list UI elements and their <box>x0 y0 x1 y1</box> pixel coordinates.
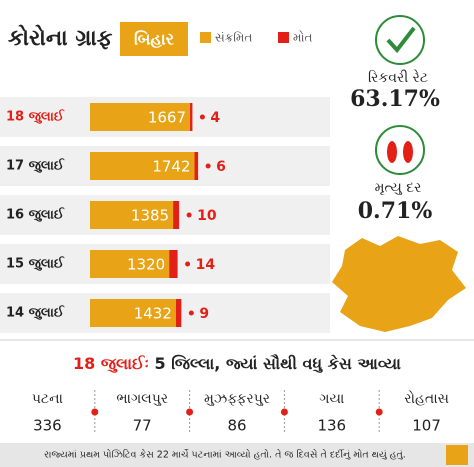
district-name: રોહતાસ <box>404 390 449 407</box>
bar <box>90 152 195 180</box>
bar <box>90 201 174 229</box>
districts-heading: 5 જિલ્લા, જ્યાં સૌથી વધુ કેસ આવ્યા <box>149 352 401 373</box>
chart-title: કોરોના ગ્રાફ <box>8 24 113 51</box>
bar <box>190 103 193 131</box>
category-label: 17 જુલાઈ <box>6 157 65 174</box>
bar <box>169 250 178 278</box>
separator-dot <box>375 408 383 416</box>
footer-bar <box>0 443 474 467</box>
state-badge <box>120 22 188 56</box>
category-label: 14 જુલાઈ <box>6 304 65 321</box>
category-label: 18 જુલાઈ <box>6 108 65 125</box>
value-label: 10 <box>197 208 217 224</box>
legend-label: સંક્રમિત <box>215 31 252 45</box>
district-cases: 107 <box>412 417 441 435</box>
districts-date: 18 જુલાઈઃ <box>73 354 149 374</box>
district-name: ગયા <box>319 391 344 407</box>
bar <box>90 299 176 327</box>
death-dot <box>186 212 192 218</box>
state-name: બિહાર <box>134 30 175 49</box>
feet-circle <box>375 125 425 175</box>
bar <box>175 299 182 327</box>
district-name: મુઝફ્ફરપુર <box>204 391 270 407</box>
value-label: 9 <box>199 306 209 322</box>
value-label: 1667 <box>148 109 186 127</box>
bar <box>90 250 170 278</box>
state-map <box>332 236 466 332</box>
value-label: 1432 <box>134 305 172 323</box>
foot-icon <box>387 141 397 163</box>
district-cases: 136 <box>317 417 346 435</box>
death-dot <box>199 114 205 120</box>
value-label: 6 <box>216 159 226 175</box>
separator-dot <box>91 408 99 416</box>
district-name: પટના <box>32 391 63 407</box>
check-circle <box>375 15 425 65</box>
stat-label: રિકવરી રેટ <box>368 69 428 86</box>
legend-swatch <box>200 32 211 43</box>
value-label: 1385 <box>131 207 169 225</box>
stat-value: 0.71% <box>358 198 433 224</box>
death-dot <box>205 163 211 169</box>
bar <box>194 152 199 180</box>
district-cases: 77 <box>133 417 152 435</box>
legend-swatch <box>278 32 289 43</box>
separator-dot <box>186 408 194 416</box>
footer-text: રાજ્યમાં પ્રથમ પોઝિટિવ કેસ 22 માર્ચે પટન… <box>44 447 406 460</box>
logo <box>446 445 468 465</box>
check-icon <box>386 26 416 54</box>
bar <box>173 201 180 229</box>
death-dot <box>188 310 194 316</box>
death-dot <box>185 261 191 267</box>
district-cases: 336 <box>33 417 62 435</box>
legend-label: મોત <box>293 31 312 45</box>
value-label: 4 <box>210 110 220 126</box>
value-label: 14 <box>196 257 216 273</box>
district-name: ભાગલપુર <box>116 391 168 407</box>
districts-title: 18 જુલાઈઃ 5 જિલ્લા, જ્યાં સૌથી વધુ કેસ આ… <box>73 352 401 373</box>
value-label: 1320 <box>127 256 165 274</box>
bar <box>90 103 191 131</box>
district-cases: 86 <box>227 417 246 435</box>
category-label: 15 જુલાઈ <box>6 255 65 272</box>
category-label: 16 જુલાઈ <box>6 206 65 223</box>
stat-label: મૃત્યુ દર <box>375 180 422 196</box>
value-label: 1742 <box>152 158 190 176</box>
separator-dot <box>280 408 288 416</box>
stat-value: 63.17% <box>350 86 440 112</box>
foot-icon <box>403 141 413 163</box>
